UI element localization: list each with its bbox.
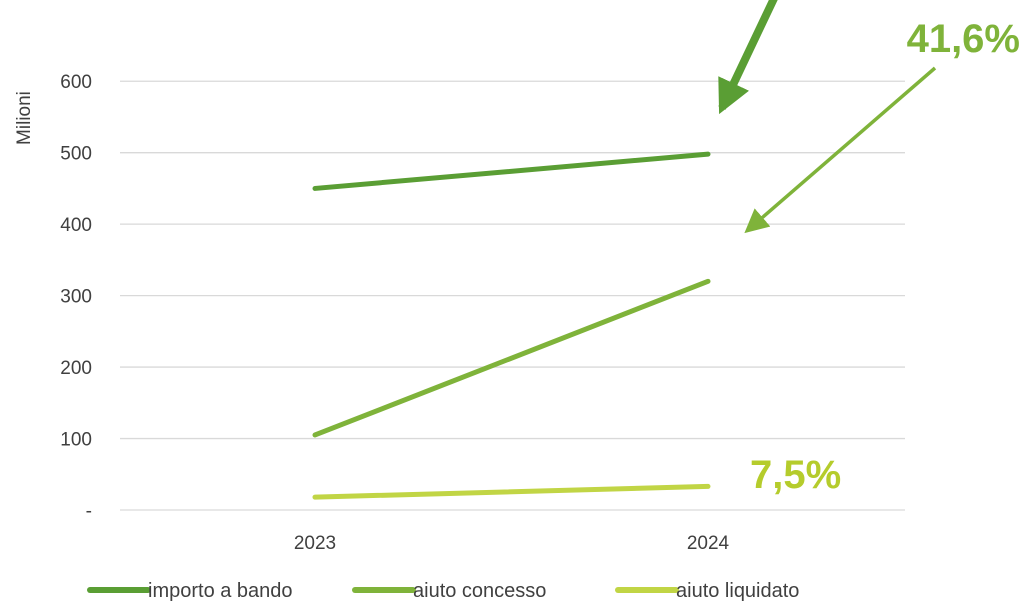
arrow-aiuto-concesso (744, 66, 937, 234)
arrow-importo-a-bando (718, 0, 778, 115)
x-tick-label: 2023 (294, 533, 336, 554)
y-tick-label: 300 (60, 287, 92, 308)
x-axis-ticks: 2023 2024 (294, 533, 730, 554)
y-tick-label: 400 (60, 215, 92, 236)
series-line (312, 151, 711, 191)
series-line (312, 278, 711, 438)
series-lines (312, 151, 711, 500)
y-axis-title: Milioni (14, 91, 35, 145)
y-tick-label: 100 (60, 430, 92, 451)
x-tick-label: 2024 (687, 533, 730, 554)
legend-label: aiuto liquidato (676, 580, 799, 602)
y-tick-label: - (86, 501, 92, 522)
annotation-percentage: 7,5% (750, 453, 841, 497)
gridlines (120, 80, 905, 511)
annotation-percentage: 41,6% (907, 17, 1020, 61)
y-tick-label: 600 (60, 72, 92, 93)
annotations: 41,6% 7,5% (750, 17, 1020, 497)
legend-label: aiuto concesso (413, 580, 546, 602)
legend: importo a bando aiuto concesso aiuto liqui… (87, 580, 799, 602)
y-tick-label: 200 (60, 358, 92, 379)
y-tick-label: 500 (60, 144, 92, 165)
annotation-arrows (718, 0, 937, 234)
series-line (312, 483, 711, 500)
y-axis-ticks: - 100 200 300 400 500 600 (60, 72, 92, 522)
legend-label: importo a bando (148, 580, 293, 602)
